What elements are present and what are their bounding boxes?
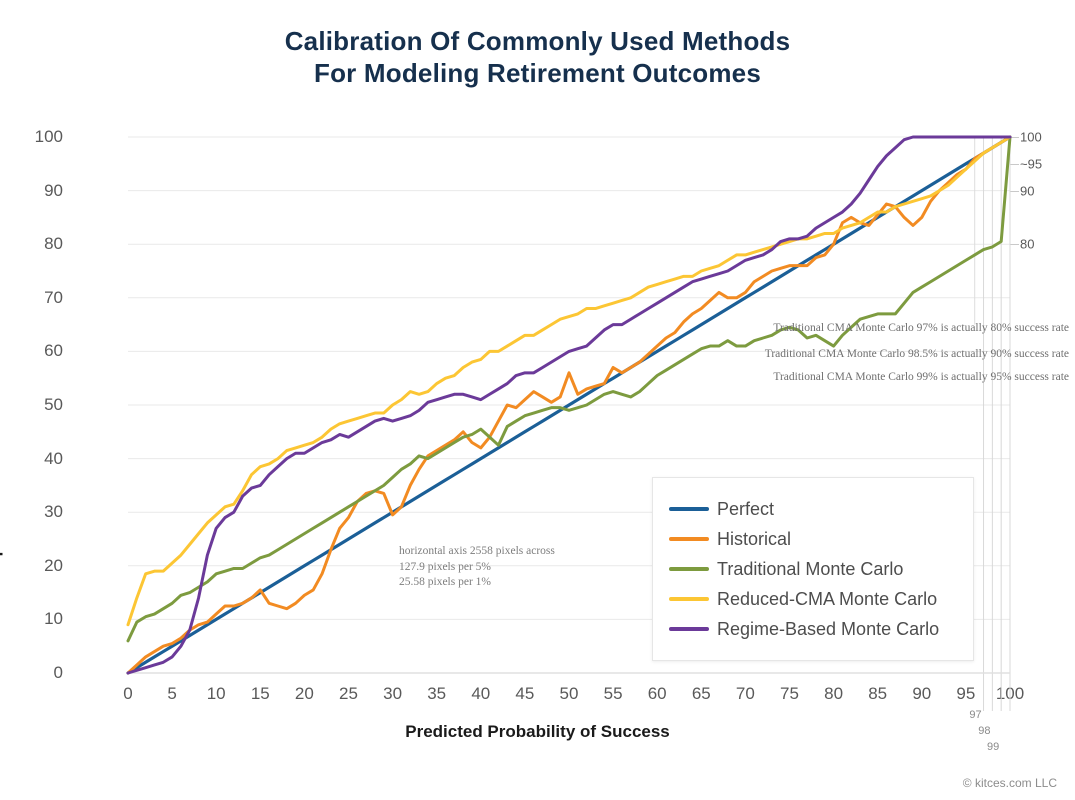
legend-item-label: Reduced-CMA Monte Carlo xyxy=(717,588,938,609)
legend-item-label: Historical xyxy=(717,528,792,549)
legend-swatch-icon xyxy=(669,627,709,631)
y-axis-tick: 50 xyxy=(44,395,63,414)
legend-swatch-icon xyxy=(669,597,709,601)
x-axis-tick: 55 xyxy=(603,684,623,703)
x-axis-tick: 0 xyxy=(123,684,133,703)
y-axis-tick: 70 xyxy=(44,287,63,307)
copyright-footer: © kitces.com LLC xyxy=(962,776,1057,790)
x-axis-tick: 80 xyxy=(824,684,844,703)
calibration-annotation-line: Traditional CMA Monte Carlo 97% is actua… xyxy=(773,322,1069,334)
right-axis-tick: 80 xyxy=(1020,236,1035,252)
calibration-annotation-line: Traditional CMA Monte Carlo 98.5% is act… xyxy=(764,348,1069,360)
right-axis-tick-line xyxy=(1010,163,1019,165)
series-line-historical xyxy=(126,135,1012,675)
legend[interactable]: Perfect Historical Traditional Monte Carlo… xyxy=(652,477,974,661)
y-axis-tick: 60 xyxy=(44,341,63,361)
x-axis-tick: 65 xyxy=(691,684,711,703)
x-axis-tick: 85 xyxy=(868,684,888,703)
x-axis-tick: 10 xyxy=(206,684,226,703)
legend-swatch-icon xyxy=(669,507,709,511)
legend-swatch-icon xyxy=(669,567,709,571)
legend-item-perfect[interactable]: Perfect xyxy=(669,494,959,524)
plot-svg xyxy=(126,135,1012,711)
y-axis-tick: 90 xyxy=(44,180,63,200)
x-axis-tick: 50 xyxy=(559,684,579,703)
legend-item-regime-based-monte-carlo[interactable]: Regime-Based Monte Carlo xyxy=(669,614,959,644)
legend-item-reduced-cma-monte-carlo[interactable]: Reduced-CMA Monte Carlo xyxy=(669,584,959,614)
x-axis-tick: 30 xyxy=(383,684,403,703)
right-axis-tick: 100 xyxy=(1020,129,1042,145)
right-axis-tick: 90 xyxy=(1020,183,1035,199)
x-axis-minor-tick: 98 xyxy=(978,725,991,737)
chart-title: Calibration Of Commonly Used Methods For… xyxy=(0,26,1075,89)
calibration-annotation-line: Traditional CMA Monte Carlo 99% is actua… xyxy=(773,371,1069,383)
x-axis-minor-tick: 99 xyxy=(987,741,1000,753)
y-axis-tick: 100 xyxy=(34,127,63,146)
pixel-scale-annotation: horizontal axis 2558 pixels across 127.9 … xyxy=(399,544,555,591)
x-axis-minor-tick: 97 xyxy=(969,709,982,721)
x-axis-label: Predicted Probability of Success xyxy=(405,722,670,741)
pixel-scale-annotation-line: horizontal axis 2558 pixels across xyxy=(399,545,555,557)
chart-title-line1: Calibration Of Commonly Used Methods xyxy=(284,26,791,56)
y-axis-tick: 0 xyxy=(53,663,63,682)
x-axis-tick: 35 xyxy=(427,684,447,703)
x-axis-tick: 90 xyxy=(912,684,932,703)
x-axis-tick: 25 xyxy=(339,684,358,703)
x-axis-tick: 15 xyxy=(250,684,270,703)
right-axis-tick-line xyxy=(1010,137,1019,138)
legend-item-label: Traditional Monte Carlo xyxy=(717,558,904,579)
y-axis-tick: 40 xyxy=(44,448,63,468)
x-axis-tick: 75 xyxy=(780,684,799,703)
x-axis-tick: 5 xyxy=(167,684,177,703)
plot-area xyxy=(126,135,1012,711)
series-line-perfect xyxy=(126,135,1012,675)
series-line-reduced-cma-monte-carlo xyxy=(126,135,1012,627)
x-axis-tick: 95 xyxy=(956,684,976,703)
pixel-scale-annotation-line: 127.9 pixels per 5% xyxy=(399,560,491,573)
series-line-regime-based-monte-carlo xyxy=(126,135,1012,675)
x-axis-tick: 40 xyxy=(471,684,491,703)
x-axis-tick: 60 xyxy=(647,684,667,703)
right-axis-tick-line xyxy=(1010,190,1019,192)
legend-item-traditional-monte-carlo[interactable]: Traditional Monte Carlo xyxy=(669,554,959,584)
chart-title-line2: For Modeling Retirement Outcomes xyxy=(313,57,761,88)
y-axis-tick: 10 xyxy=(44,609,63,629)
x-axis-tick: 45 xyxy=(515,684,535,703)
series-line-traditional-monte-carlo xyxy=(126,135,1012,643)
legend-swatch-icon xyxy=(669,537,709,541)
legend-item-label: Perfect xyxy=(717,498,775,519)
y-axis-tick: 80 xyxy=(44,234,63,254)
x-axis-tick: 70 xyxy=(735,684,755,703)
legend-item-historical[interactable]: Historical xyxy=(669,524,959,554)
y-axis-tick: 30 xyxy=(44,502,63,522)
legend-item-label: Regime-Based Monte Carlo xyxy=(717,618,940,639)
y-axis-tick: 20 xyxy=(44,555,63,575)
pixel-scale-annotation-line: 25.58 pixels per 1% xyxy=(399,576,491,589)
right-axis-tick: ~95 xyxy=(1020,156,1043,172)
right-axis-tick-line xyxy=(1010,244,1019,246)
x-axis-tick: 20 xyxy=(294,684,314,703)
